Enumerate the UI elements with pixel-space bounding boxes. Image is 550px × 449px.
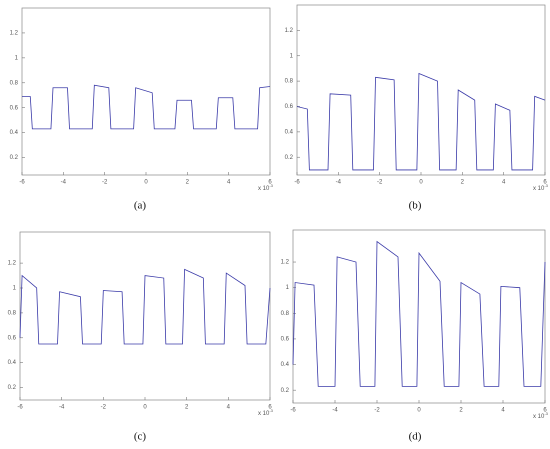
x-exponent-base: x 10 xyxy=(533,186,545,192)
caption: (c) xyxy=(134,431,147,443)
y-tick-label: 1.2 xyxy=(10,31,19,37)
x-tick-label: -6 xyxy=(17,405,23,411)
data-line xyxy=(19,268,271,345)
y-tick-label: 0.6 xyxy=(285,104,294,110)
caption: (b) xyxy=(409,200,422,212)
data-line xyxy=(292,240,546,387)
x-tick-label: 2 xyxy=(461,180,465,186)
x-exponent: x 10-3 xyxy=(258,183,274,192)
x-tick-label: -2 xyxy=(374,408,380,414)
plot-frame xyxy=(21,7,271,176)
x-exponent-power: -3 xyxy=(544,411,548,416)
x-tick-label: 4 xyxy=(227,180,231,186)
y-tick-label: 0.8 xyxy=(8,310,17,316)
x-tick-label: -2 xyxy=(101,405,107,411)
y-tick-label: 1 xyxy=(15,55,19,61)
x-exponent-base: x 10 xyxy=(258,186,270,192)
x-tick-label: 4 xyxy=(227,405,231,411)
x-tick-label: -6 xyxy=(290,408,296,414)
data-line xyxy=(22,84,271,130)
data-line xyxy=(296,72,546,171)
x-tick-label: 2 xyxy=(186,180,190,186)
x-tick-label: 0 xyxy=(417,408,421,414)
y-tick-label: 0.6 xyxy=(10,105,19,111)
y-tick-label: 1.2 xyxy=(8,261,17,267)
x-tick-label: -2 xyxy=(377,180,383,186)
x-tick-label: 6 xyxy=(268,180,272,186)
y-tick-label: 0.2 xyxy=(285,155,294,161)
x-tick-label: 6 xyxy=(268,405,272,411)
x-tick-label: 0 xyxy=(143,405,147,411)
x-tick-label: -2 xyxy=(102,180,108,186)
x-tick-label: -6 xyxy=(294,180,300,186)
x-exponent-power: -3 xyxy=(544,183,548,188)
x-exponent-base: x 10 xyxy=(533,414,545,420)
x-tick-label: -6 xyxy=(19,180,25,186)
x-tick-label: 6 xyxy=(543,180,547,186)
y-tick-label: 1 xyxy=(286,285,290,291)
x-tick-label: 2 xyxy=(185,405,189,411)
y-tick-label: 1 xyxy=(13,286,17,292)
y-tick-label: 0.4 xyxy=(10,130,19,136)
x-exponent-base: x 10 xyxy=(258,411,270,417)
y-tick-label: 0.8 xyxy=(281,311,290,317)
y-tick-label: 0.6 xyxy=(8,335,17,341)
y-tick-label: 1 xyxy=(290,53,294,59)
x-tick-label: -4 xyxy=(61,180,67,186)
y-tick-label: 0.8 xyxy=(285,79,294,85)
y-tick-label: 0.4 xyxy=(285,129,294,135)
plot-frame xyxy=(296,4,546,176)
x-exponent-power: -3 xyxy=(269,408,273,413)
x-exponent-power: -3 xyxy=(269,183,273,188)
y-tick-label: 0.4 xyxy=(8,360,17,366)
y-tick-label: 1.2 xyxy=(281,260,290,266)
x-exponent: x 10-3 xyxy=(258,408,274,417)
x-exponent: x 10-3 xyxy=(533,411,549,420)
x-tick-label: -4 xyxy=(59,405,65,411)
x-tick-label: 6 xyxy=(543,408,547,414)
caption: (a) xyxy=(134,200,147,212)
y-tick-label: 0.4 xyxy=(281,362,290,368)
y-tick-label: 1.2 xyxy=(285,28,294,34)
y-tick-label: 0.2 xyxy=(281,388,290,394)
x-tick-label: -4 xyxy=(336,180,342,186)
x-exponent: x 10-3 xyxy=(533,183,549,192)
x-tick-label: 0 xyxy=(419,180,423,186)
x-tick-label: 0 xyxy=(144,180,148,186)
x-tick-label: 4 xyxy=(501,408,505,414)
y-tick-label: 0.8 xyxy=(10,80,19,86)
plot-frame xyxy=(19,231,271,401)
x-tick-label: 2 xyxy=(459,408,463,414)
y-tick-label: 0.2 xyxy=(10,155,19,161)
x-tick-label: 4 xyxy=(502,180,506,186)
y-tick-label: 0.6 xyxy=(281,337,290,343)
y-tick-label: 0.2 xyxy=(8,385,17,391)
x-tick-label: -4 xyxy=(332,408,338,414)
caption: (d) xyxy=(409,431,422,443)
